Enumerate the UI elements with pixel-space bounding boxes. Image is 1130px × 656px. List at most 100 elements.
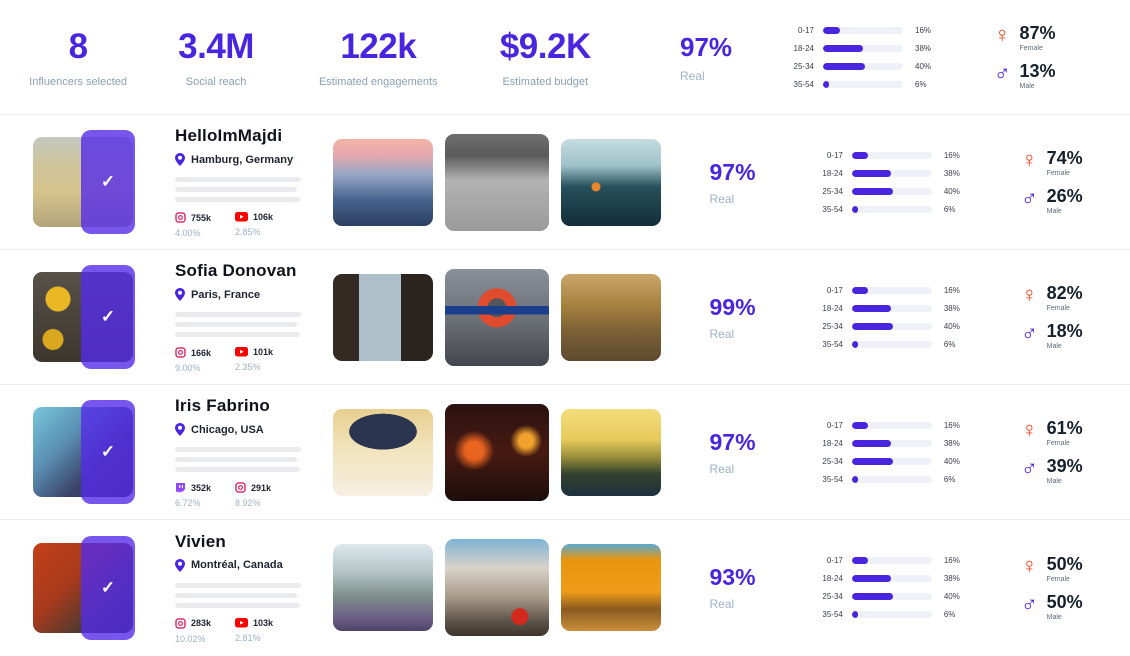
age-bar-track [851, 286, 932, 294]
age-bucket-label: 35-54 [822, 474, 843, 484]
age-bucket-value: 40% [943, 186, 960, 196]
age-bucket-label: 25-34 [822, 186, 843, 196]
age-distribution-chart: 0-17 16% 18-24 38% 25-34 40% 35-54 6% [813, 416, 983, 488]
influencer-info: Sofia Donovan Paris, France 166k 9.00% [175, 261, 323, 373]
age-bar-row: 18-24 38% [813, 299, 983, 317]
network-youtube: 103k 2.81% [235, 617, 283, 644]
post-photo[interactable] [445, 268, 550, 366]
age-bar-track [823, 80, 903, 88]
age-bar-fill [851, 439, 892, 447]
influencer-row[interactable]: ✓ Vivien Montréal, Canada 283k 1 [0, 520, 1130, 655]
profile-photo-selected[interactable]: ✓ [33, 535, 135, 640]
female-share: ♀ 61% Female [1021, 417, 1130, 448]
age-bar-row: 18-24 38% [813, 434, 983, 452]
female-icon: ♀ [1021, 282, 1038, 307]
instagram-icon [175, 347, 186, 358]
post-photo[interactable] [561, 138, 662, 226]
age-bucket-value: 6% [915, 79, 927, 89]
engagement-rate: 2.81% [235, 632, 261, 643]
male-label: Male [1046, 478, 1062, 485]
bio-placeholder-lines [175, 177, 323, 202]
age-distribution-chart: 0-17 16% 18-24 38% 25-34 40% 35-54 6% [813, 146, 983, 218]
post-photo[interactable] [445, 133, 550, 231]
gender-split: ♀ 74% Female ♂ 26% Male [1021, 149, 1130, 216]
stat-influencers-selected: 8 Influencers selected [20, 27, 136, 88]
age-bar-row: 35-54 6% [813, 335, 983, 353]
post-photo[interactable] [333, 273, 434, 361]
post-gallery [333, 539, 662, 636]
post-photo[interactable] [561, 544, 662, 631]
age-bucket-value: 38% [943, 303, 960, 313]
stat-value: $9.2K [499, 26, 591, 66]
male-percentage: 50% [1046, 591, 1083, 612]
age-bucket-value: 16% [915, 25, 932, 35]
age-bucket-label: 0-17 [826, 556, 843, 565]
age-bar-track [823, 62, 903, 70]
post-photo[interactable] [333, 408, 434, 496]
female-icon: ♀ [1021, 417, 1038, 442]
checkmark-icon: ✓ [100, 172, 116, 191]
post-gallery [333, 268, 662, 366]
age-bar-track [851, 304, 932, 312]
influencer-name: Vivien [175, 531, 226, 551]
influencer-info: Iris Fabrino Chicago, USA 352k 6.72% [175, 396, 323, 508]
post-photo[interactable] [561, 408, 662, 496]
male-percentage: 26% [1046, 186, 1083, 206]
placeholder-line [175, 592, 297, 598]
selected-overlay[interactable]: ✓ [81, 400, 135, 504]
age-bar-track [851, 187, 932, 195]
age-bucket-label: 25-34 [822, 321, 843, 331]
male-label: Male [1046, 343, 1062, 350]
age-bar-fill [851, 611, 859, 618]
age-bucket-label: 18-24 [793, 43, 814, 53]
age-bar-fill [851, 575, 892, 582]
influencer-row[interactable]: ✓ HelloImMajdi Hamburg, Germany 755k [0, 115, 1130, 250]
male-share: ♂ 18% Male [1021, 322, 1130, 351]
engagement-rate: 2.85% [235, 227, 261, 237]
summary-stats: 8 Influencers selected 3.4M Social reach… [0, 27, 630, 88]
influencer-row[interactable]: ✓ Iris Fabrino Chicago, USA 352k [0, 385, 1130, 520]
age-bucket-label: 18-24 [822, 574, 843, 583]
post-photo[interactable] [445, 539, 550, 636]
age-bucket-value: 6% [943, 610, 956, 619]
influencer-name: HelloImMajdi [175, 126, 283, 145]
selected-overlay[interactable]: ✓ [81, 265, 135, 369]
profile-photo-selected[interactable]: ✓ [33, 400, 135, 504]
influencer-location: Chicago, USA [175, 423, 323, 436]
age-bucket-value: 16% [943, 420, 960, 430]
age-bar-track [851, 439, 932, 447]
age-bar-track [851, 151, 932, 159]
post-photo[interactable] [333, 138, 434, 226]
follower-count: 106k [253, 212, 274, 222]
post-photo[interactable] [445, 403, 550, 501]
real-score: 93% Real [709, 564, 772, 611]
age-bucket-label: 35-54 [793, 79, 814, 89]
location-pin-icon [175, 288, 185, 301]
social-networks: 755k 4.00% 106k 2.85% [175, 212, 323, 238]
post-photo[interactable] [561, 273, 662, 361]
age-bar-fill [851, 304, 892, 312]
age-bar-fill [823, 44, 863, 52]
social-networks: 283k 10.02% 103k 2.81% [175, 617, 323, 644]
post-photo[interactable] [333, 544, 434, 631]
profile-photo-selected[interactable]: ✓ [33, 130, 135, 234]
stat-estimated-budget: $9.2K Estimated budget [461, 27, 630, 88]
influencer-location: Paris, France [175, 288, 323, 301]
age-bucket-label: 18-24 [822, 168, 843, 178]
age-bar-track [851, 169, 932, 177]
age-bucket-label: 25-34 [793, 61, 814, 71]
age-bar-track [851, 205, 932, 213]
female-label: Female [1019, 45, 1043, 52]
age-bucket-value: 38% [943, 574, 960, 583]
selected-overlay[interactable]: ✓ [81, 535, 135, 640]
selected-overlay[interactable]: ✓ [81, 130, 135, 234]
engagement-rate: 4.00% [175, 228, 201, 238]
follower-count: 166k [191, 347, 212, 358]
placeholder-line [175, 322, 297, 327]
engagement-rate: 8.92% [235, 498, 261, 508]
profile-photo-selected[interactable]: ✓ [33, 265, 135, 369]
age-bucket-label: 35-54 [822, 339, 843, 349]
instagram-icon [235, 482, 246, 493]
age-distribution-chart: 0-17 16% 18-24 38% 25-34 40% 35-54 6% [813, 281, 983, 353]
influencer-row[interactable]: ✓ Sofia Donovan Paris, France 166k [0, 250, 1130, 385]
